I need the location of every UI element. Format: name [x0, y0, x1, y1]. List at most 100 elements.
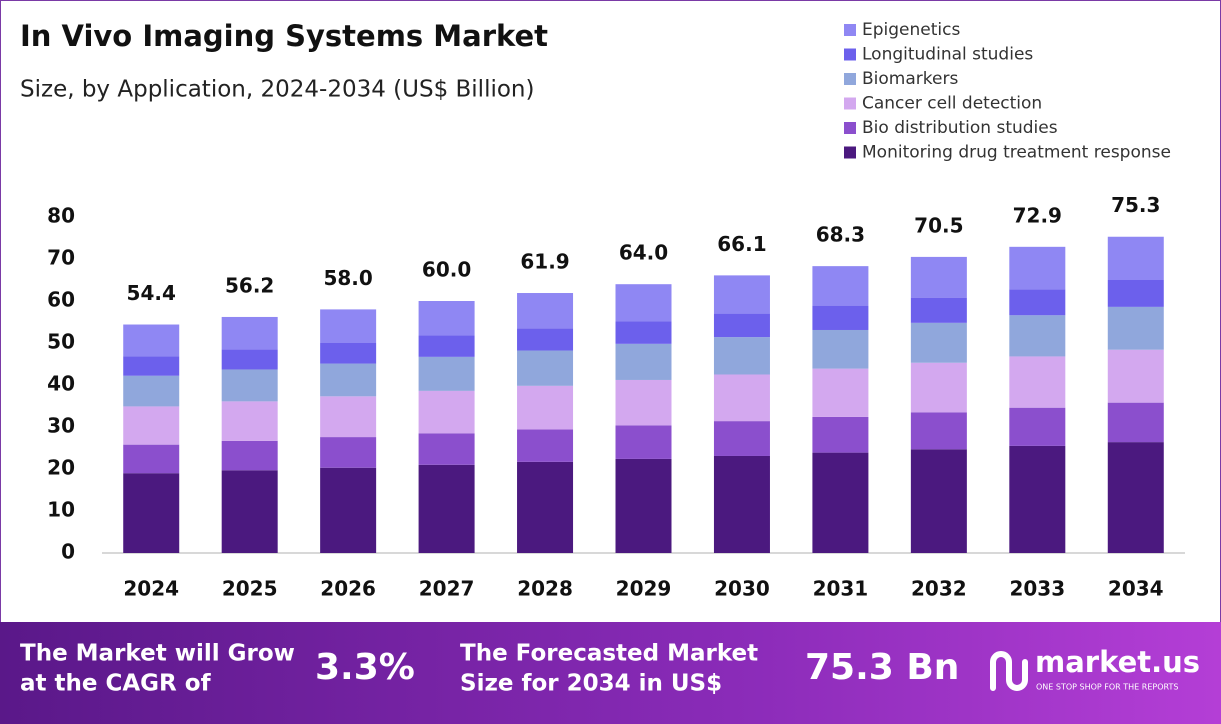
total-label: 68.3: [816, 223, 865, 247]
legend-label: Longitudinal studies: [862, 45, 1033, 65]
total-label: 58.0: [323, 266, 372, 290]
y-tick-label: 10: [47, 498, 75, 522]
bar-segment: [1009, 445, 1066, 553]
bar-segment: [910, 297, 967, 323]
footer-text: at the CAGR of: [20, 671, 212, 697]
bar-segment: [418, 433, 475, 465]
footer-banner: [0, 622, 1221, 724]
legend-label: Monitoring drug treatment response: [862, 143, 1171, 163]
bar-segment: [1107, 402, 1164, 443]
bar-segment: [221, 316, 278, 350]
chart-title: In Vivo Imaging Systems Market: [20, 19, 548, 53]
bar-segment: [713, 275, 770, 314]
x-tick-label: 2034: [1108, 577, 1164, 601]
bar-segment: [615, 425, 672, 459]
bar-segment: [615, 458, 672, 553]
bar-segment: [320, 437, 377, 468]
bar-segment: [517, 461, 574, 553]
bar-segment: [320, 467, 377, 553]
y-tick-label: 30: [47, 414, 75, 438]
bar-segment: [1107, 306, 1164, 350]
bar-segment: [910, 256, 967, 298]
bar-segment: [910, 449, 967, 553]
total-label: 75.3: [1111, 193, 1160, 217]
legend-swatch: [844, 97, 856, 110]
bar-segment: [123, 473, 180, 553]
y-tick-label: 40: [47, 372, 75, 396]
bar-segment: [320, 396, 377, 438]
bar-segment: [517, 385, 574, 430]
bar-segment: [713, 455, 770, 553]
bar-segment: [910, 362, 967, 413]
logo-icon: [990, 651, 1028, 691]
footer-text: The Forecasted Market: [460, 641, 758, 667]
bar-segment: [418, 335, 475, 357]
total-label: 60.0: [422, 258, 471, 282]
footer-text: Size for 2034 in US$: [460, 671, 722, 697]
legend-swatch: [844, 73, 856, 85]
bar-segment: [418, 464, 475, 553]
x-tick-label: 2032: [911, 577, 967, 601]
y-tick-label: 80: [47, 204, 75, 228]
x-tick-label: 2029: [616, 577, 672, 601]
y-tick-label: 60: [47, 288, 75, 312]
total-label: 70.5: [914, 213, 963, 237]
bar-segment: [812, 305, 869, 330]
bar-segment: [123, 356, 180, 376]
footer-value: 75.3 Bn: [805, 647, 959, 688]
legend-label: Biomarkers: [862, 69, 958, 89]
x-tick-label: 2025: [222, 577, 278, 601]
bar-segment: [1009, 315, 1066, 357]
bar-segment: [517, 328, 574, 351]
legend-swatch: [844, 24, 856, 36]
bar-segment: [1009, 246, 1066, 290]
y-tick-label: 50: [47, 330, 75, 354]
bar-segment: [1107, 442, 1164, 553]
bar-segment: [221, 470, 278, 553]
chart-subtitle: Size, by Application, 2024-2034 (US$ Bil…: [20, 77, 534, 103]
bar-segment: [123, 375, 180, 407]
bar-segment: [320, 343, 377, 364]
bar-segment: [517, 350, 574, 386]
total-label: 72.9: [1013, 203, 1062, 227]
bar-segment: [320, 363, 377, 397]
tagline: ONE STOP SHOP FOR THE REPORTS: [1036, 683, 1178, 692]
bar-segment: [320, 309, 377, 343]
total-label: 54.4: [127, 281, 176, 305]
bar-segment: [221, 440, 278, 471]
bar-segment: [615, 379, 672, 426]
total-label: 61.9: [520, 250, 569, 274]
legend-swatch: [844, 122, 856, 134]
x-tick-label: 2024: [123, 577, 179, 601]
bar-segment: [910, 412, 967, 450]
bar-segment: [713, 374, 770, 422]
bar-segment: [713, 313, 770, 338]
bar-segment: [221, 369, 278, 402]
bar-segment: [713, 421, 770, 456]
bar-segment: [812, 329, 869, 369]
bar-segment: [517, 293, 574, 329]
y-tick-label: 70: [47, 246, 75, 270]
legend-swatch: [844, 146, 856, 159]
bar-segment: [1009, 289, 1066, 316]
bar-segment: [1107, 280, 1164, 307]
total-label: 64.0: [619, 241, 668, 265]
legend-swatch: [844, 48, 856, 61]
x-tick-label: 2028: [517, 577, 573, 601]
x-tick-label: 2030: [714, 577, 770, 601]
bar-segment: [713, 337, 770, 375]
bar-segment: [123, 324, 180, 357]
bar-segment: [418, 390, 475, 434]
legend-label: Epigenetics: [862, 20, 960, 40]
footer-value: 3.3%: [315, 647, 415, 688]
total-label: 56.2: [225, 273, 274, 297]
bar-segment: [221, 401, 278, 441]
x-tick-label: 2027: [419, 577, 475, 601]
bar-segment: [123, 444, 180, 474]
bar-segment: [1107, 349, 1164, 403]
bar-segment: [1009, 356, 1066, 408]
legend-label: Bio distribution studies: [862, 118, 1058, 138]
footer-text: The Market will Grow: [20, 641, 295, 667]
x-tick-label: 2031: [813, 577, 869, 601]
